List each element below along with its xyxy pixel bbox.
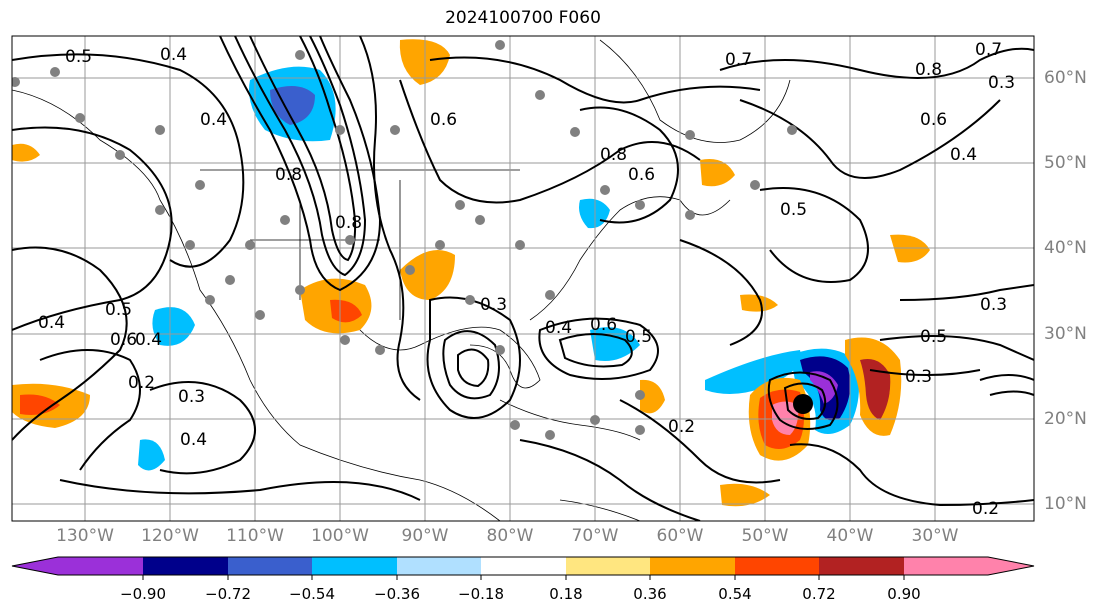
contour-label: 0.6 xyxy=(920,110,947,130)
longitude-label: 50°W xyxy=(741,526,789,546)
longitude-label: 110°W xyxy=(226,526,284,546)
colorbar-segment xyxy=(650,557,735,575)
colorbar-segment xyxy=(819,557,904,575)
contour-label: 0.6 xyxy=(590,315,617,335)
contour-label: 0.5 xyxy=(780,200,807,220)
colorbar-segment xyxy=(481,557,566,575)
colorbar-segment xyxy=(12,557,58,575)
latitude-label: 30°N xyxy=(1044,324,1087,344)
contour-label: 0.4 xyxy=(135,330,162,350)
longitude-label: 60°W xyxy=(656,526,704,546)
contour-label: 0.4 xyxy=(545,318,572,338)
colorbar-tick-label: 0.90 xyxy=(887,585,921,603)
latitude-label: 10°N xyxy=(1044,494,1087,514)
contour-label: 0.4 xyxy=(180,430,207,450)
contour-label: 0.8 xyxy=(275,165,302,185)
longitude-label: 40°W xyxy=(826,526,874,546)
colorbar-segment xyxy=(566,557,650,575)
station-dots xyxy=(12,40,797,440)
colorbar-tick-label: 0.18 xyxy=(549,585,583,603)
storm-center-marker xyxy=(793,394,813,414)
contour-label: 0.2 xyxy=(668,417,695,437)
colorbar-segment xyxy=(397,557,481,575)
colorbar-tick-label: −0.36 xyxy=(374,585,420,603)
contour-label: 0.3 xyxy=(480,295,507,315)
colorbar-tick-label: 0.36 xyxy=(633,585,667,603)
latitude-label: 50°N xyxy=(1044,153,1087,173)
colorbar-segment xyxy=(312,557,397,575)
longitude-label: 120°W xyxy=(141,526,199,546)
longitude-label: 100°W xyxy=(311,526,369,546)
contour-label: 0.4 xyxy=(38,313,65,333)
map-frame xyxy=(11,35,1035,522)
contour-label: 0.3 xyxy=(980,295,1007,315)
longitude-label: 130°W xyxy=(56,526,114,546)
colorbar-tick-label: −0.72 xyxy=(205,585,251,603)
contour-lines xyxy=(12,36,1034,521)
contour-label: 0.5 xyxy=(65,47,92,67)
colorbar-segment xyxy=(228,557,312,575)
colorbar-segment xyxy=(904,557,988,575)
latitude-label: 20°N xyxy=(1044,409,1087,429)
contour-label: 0.6 xyxy=(110,330,137,350)
contour-label: 0.3 xyxy=(988,73,1015,93)
colorbar-tick-label: −0.18 xyxy=(458,585,504,603)
colorbar-tick-label: −0.54 xyxy=(289,585,335,603)
colorbar-segment xyxy=(143,557,228,575)
contour-label: 0.4 xyxy=(200,110,227,130)
longitude-label: 80°W xyxy=(486,526,534,546)
colorbar-outline xyxy=(11,556,1035,576)
contour-label: 0.6 xyxy=(430,110,457,130)
contour-label: 0.8 xyxy=(335,213,362,233)
contour-label: 0.5 xyxy=(625,327,652,347)
contour-label: 0.2 xyxy=(128,373,155,393)
contour-label: 0.2 xyxy=(972,499,999,519)
colorbar-segment xyxy=(988,557,1034,575)
contour-label: 0.7 xyxy=(725,50,752,70)
shaded-anomalies xyxy=(12,39,930,507)
colorbar-tick-label: 0.72 xyxy=(802,585,836,603)
map-title: 2024100700 F060 xyxy=(445,8,601,28)
contour-label: 0.7 xyxy=(975,40,1002,60)
contour-label: 0.5 xyxy=(105,300,132,320)
contour-label: 0.8 xyxy=(600,145,627,165)
contour-label: 0.4 xyxy=(160,45,187,65)
longitude-label: 30°W xyxy=(911,526,959,546)
contour-label: 0.3 xyxy=(905,367,932,387)
contour-label: 0.8 xyxy=(915,60,942,80)
longitude-label: 70°W xyxy=(571,526,619,546)
latitude-label: 40°N xyxy=(1044,238,1087,258)
colorbar-segment xyxy=(58,557,143,575)
contour-label-layer: 0.5 0.4 0.4 0.8 0.6 0.7 0.8 0.6 0.4 0.5 … xyxy=(38,40,1015,519)
map-plot-area xyxy=(12,36,1034,521)
contour-label: 0.5 xyxy=(920,327,947,347)
graticule xyxy=(12,36,1034,521)
contour-label: 0.3 xyxy=(178,387,205,407)
colorbar-tick-label: 0.54 xyxy=(718,585,752,603)
colorbar-segment xyxy=(735,557,819,575)
colorbar-tick-label: −0.90 xyxy=(120,585,166,603)
contour-label: 0.6 xyxy=(628,165,655,185)
latitude-label: 60°N xyxy=(1044,68,1087,88)
contour-label: 0.4 xyxy=(950,145,977,165)
longitude-label: 90°W xyxy=(401,526,449,546)
colorbar xyxy=(11,556,1035,580)
